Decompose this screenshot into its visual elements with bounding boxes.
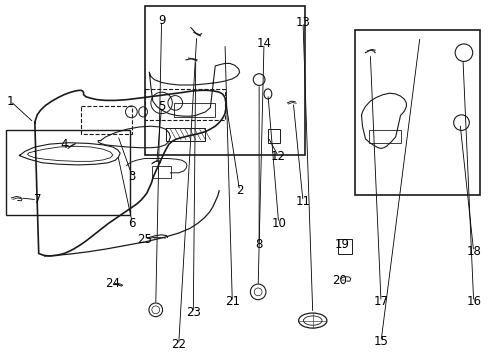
Bar <box>144 89 224 120</box>
Text: 24: 24 <box>105 278 120 291</box>
Text: 2: 2 <box>235 184 243 197</box>
Text: 12: 12 <box>270 150 285 163</box>
Bar <box>337 239 351 253</box>
Text: 16: 16 <box>465 296 480 309</box>
Text: 11: 11 <box>295 195 310 208</box>
Bar <box>152 166 171 178</box>
Text: 18: 18 <box>465 245 480 258</box>
Text: 5: 5 <box>158 100 165 113</box>
Bar <box>267 129 280 143</box>
Text: 15: 15 <box>373 335 387 348</box>
Text: 3: 3 <box>128 170 136 183</box>
Text: 9: 9 <box>158 14 165 27</box>
Text: 20: 20 <box>331 274 346 287</box>
Text: 10: 10 <box>271 216 285 230</box>
Text: 6: 6 <box>128 216 136 230</box>
Bar <box>368 130 400 143</box>
Text: 13: 13 <box>295 16 310 29</box>
Text: 4: 4 <box>60 138 68 150</box>
Bar <box>145 6 305 155</box>
Bar <box>5 130 130 215</box>
Text: 7: 7 <box>34 193 41 206</box>
Text: 22: 22 <box>171 338 186 351</box>
Bar <box>173 103 215 117</box>
Bar <box>81 107 132 134</box>
Text: 17: 17 <box>373 296 388 309</box>
Text: 1: 1 <box>7 95 14 108</box>
Text: 23: 23 <box>185 306 201 319</box>
Text: 14: 14 <box>256 37 271 50</box>
Text: 25: 25 <box>137 233 152 246</box>
Text: 8: 8 <box>255 238 262 251</box>
Text: 21: 21 <box>224 296 239 309</box>
Text: 19: 19 <box>334 238 349 251</box>
Bar <box>354 31 479 195</box>
